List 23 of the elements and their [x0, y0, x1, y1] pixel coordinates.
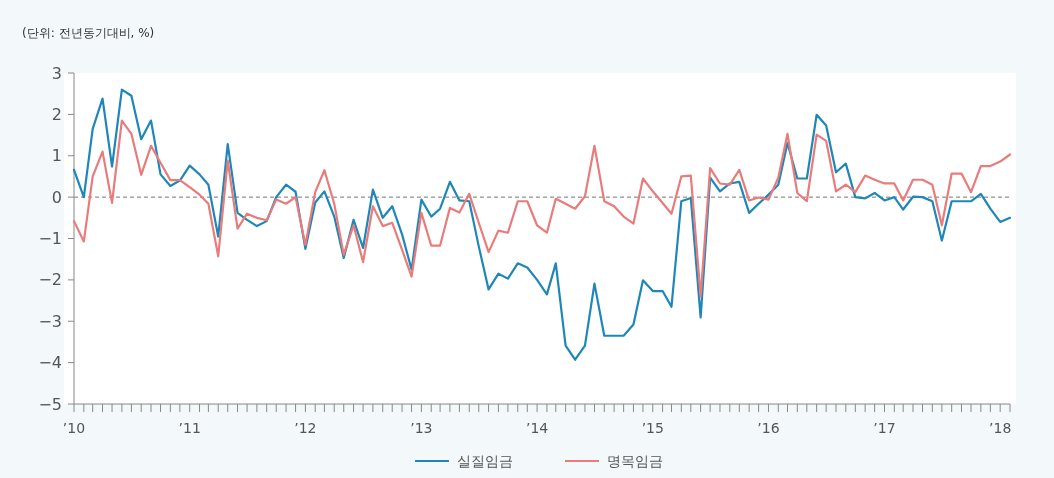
line-series — [72, 119, 1012, 298]
x-tick-label: ’11 — [178, 420, 201, 436]
x-tick-label: ’15 — [641, 420, 664, 436]
y-tick-label: −2 — [38, 270, 62, 290]
y-tick-label: 3 — [51, 63, 62, 83]
y-tick-label: −1 — [38, 229, 62, 249]
x-tick-label: ’10 — [62, 420, 86, 436]
y-tick-label: −3 — [38, 311, 62, 331]
y-tick-label: 1 — [51, 146, 62, 166]
x-tick-label: ’18 — [989, 420, 1012, 436]
legend-label: 명목임금 — [607, 452, 663, 469]
legend-label: 실질임금 — [457, 452, 513, 469]
line-series — [72, 88, 1012, 361]
x-tick-label: ’14 — [525, 420, 549, 436]
y-tick-label: 2 — [51, 104, 62, 124]
x-tick-label: ’13 — [410, 420, 433, 436]
x-tick-label: ’17 — [873, 420, 896, 436]
y-tick-label: 0 — [51, 187, 62, 207]
y-axis-title: (단위: 전년동기대비, %) — [22, 26, 155, 40]
x-tick-label: ’12 — [294, 420, 317, 436]
y-tick-label: −4 — [38, 353, 62, 373]
y-tick-label: −5 — [38, 394, 62, 414]
x-tick-label: ’16 — [757, 420, 780, 436]
